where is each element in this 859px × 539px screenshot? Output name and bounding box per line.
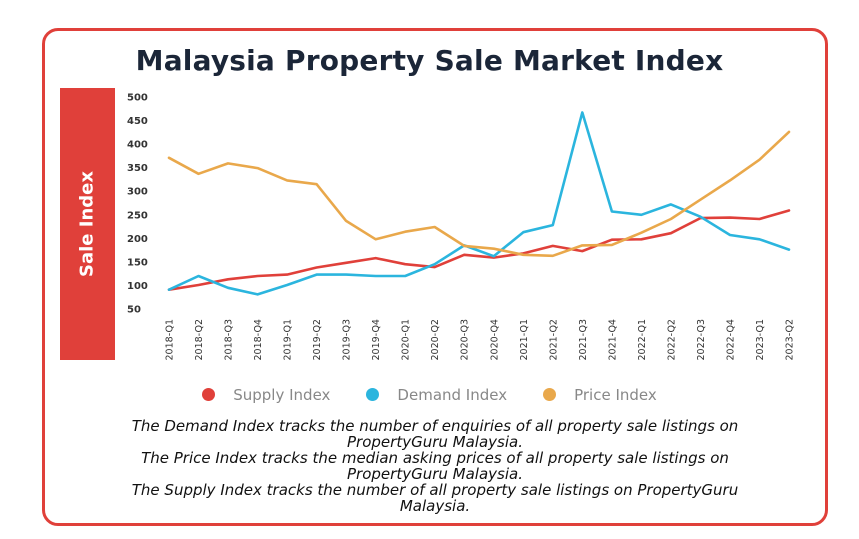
legend-item: Supply Index bbox=[202, 386, 330, 404]
legend-item: Demand Index bbox=[366, 386, 507, 404]
x-tick-label: 2018-Q4 bbox=[253, 319, 264, 360]
series-line-supply-index bbox=[167, 209, 791, 292]
x-tick-label: 2022-Q1 bbox=[637, 319, 648, 360]
y-tick-label: 300 bbox=[127, 187, 148, 198]
x-tick-label: 2023-Q1 bbox=[755, 319, 766, 360]
x-tick-label: 2018-Q2 bbox=[194, 319, 205, 360]
note-price: The Price Index tracks the median asking… bbox=[141, 449, 729, 483]
x-tick-label: 2022-Q2 bbox=[666, 319, 677, 360]
y-tick-label: 100 bbox=[127, 281, 148, 292]
x-tick-label: 2022-Q4 bbox=[725, 319, 736, 360]
note-supply: The Supply Index tracks the number of al… bbox=[131, 481, 739, 515]
line-chart: 500 450 400 350 300 250 200 150 100 50 2018-Q1 2018… bbox=[127, 93, 796, 361]
y-axis-label-box bbox=[60, 88, 115, 360]
y-tick-label: 150 bbox=[127, 257, 148, 268]
x-tick-label: 2020-Q1 bbox=[401, 319, 412, 360]
x-tick-label: 2021-Q4 bbox=[607, 319, 618, 360]
x-tick-label: 2018-Q3 bbox=[224, 319, 235, 360]
x-tick-label: 2019-Q3 bbox=[342, 319, 353, 360]
chart-notes: The Demand Index tracks the number of en… bbox=[105, 418, 765, 514]
x-tick-label: 2018-Q1 bbox=[165, 319, 176, 360]
legend-marker bbox=[202, 388, 216, 401]
legend-label: Demand Index bbox=[397, 386, 508, 404]
x-tick-label: 2019-Q2 bbox=[312, 319, 323, 360]
y-tick-label: 400 bbox=[127, 140, 148, 151]
legend: Supply Index Demand Index Price Index bbox=[0, 386, 859, 404]
series-line-price-index bbox=[167, 130, 791, 258]
x-tick-label: 2021-Q2 bbox=[548, 319, 559, 360]
legend-item: Price Index bbox=[543, 386, 657, 404]
x-tick-label: 2023-Q2 bbox=[785, 319, 796, 360]
y-tick-label: 200 bbox=[127, 234, 148, 245]
x-tick-label: 2019-Q4 bbox=[371, 319, 382, 360]
legend-label: Price Index bbox=[574, 386, 657, 404]
x-tick-label: 2020-Q4 bbox=[489, 319, 500, 360]
y-tick-label: 500 bbox=[127, 93, 148, 104]
x-tick-label: 2020-Q3 bbox=[460, 319, 471, 360]
x-tick-label: 2022-Q3 bbox=[696, 319, 707, 360]
y-tick-label: 450 bbox=[127, 116, 148, 127]
x-tick-label: 2020-Q2 bbox=[430, 319, 441, 360]
x-tick-label: 2019-Q1 bbox=[283, 319, 294, 360]
x-tick-label: 2021-Q3 bbox=[578, 319, 589, 360]
legend-label: Supply Index bbox=[233, 386, 331, 404]
legend-marker bbox=[366, 388, 380, 401]
x-tick-label: 2021-Q1 bbox=[519, 319, 530, 360]
y-tick-label: 50 bbox=[127, 305, 141, 316]
chart-card bbox=[42, 28, 828, 526]
note-demand: The Demand Index tracks the number of en… bbox=[131, 417, 739, 451]
y-tick-label: 250 bbox=[127, 210, 148, 221]
y-tick-label: 350 bbox=[127, 163, 148, 174]
chart-title: Malaysia Property Sale Market Index bbox=[135, 44, 724, 77]
legend-marker bbox=[543, 388, 557, 401]
